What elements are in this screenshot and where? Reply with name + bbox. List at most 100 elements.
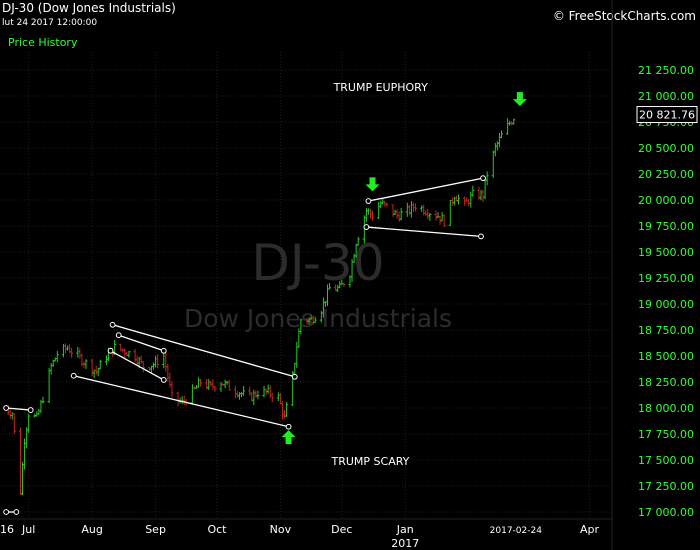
trendlines[interactable] bbox=[3, 175, 486, 515]
ohlc-bar bbox=[10, 412, 14, 420]
last-price-marker: 20 821.76 bbox=[636, 106, 698, 124]
ohlc-bar bbox=[47, 367, 51, 404]
ohlc-bar bbox=[190, 384, 195, 405]
trendline[interactable] bbox=[365, 175, 486, 204]
ohlc-bar bbox=[164, 350, 168, 372]
trendline-handle bbox=[160, 347, 167, 354]
trendline-handle bbox=[363, 224, 370, 230]
ohlc-bar bbox=[395, 209, 399, 219]
ohlc-bar bbox=[153, 355, 158, 368]
ohlc-bar bbox=[397, 211, 401, 222]
ohlc-bar bbox=[295, 341, 299, 368]
y-tick-label: 19 500.00 bbox=[638, 246, 694, 259]
ohlc-bar bbox=[479, 189, 483, 201]
ohlc-bar bbox=[370, 210, 375, 221]
trendline-handle bbox=[107, 347, 114, 354]
x-tick-label: Jan bbox=[396, 523, 414, 536]
ohlc-bar bbox=[162, 351, 166, 369]
ohlc-bar bbox=[342, 282, 346, 287]
y-tick-label: 17 750.00 bbox=[638, 428, 694, 441]
ohlc-bar bbox=[266, 384, 270, 394]
ohlc-bar bbox=[25, 427, 29, 449]
price-history-label[interactable]: Price History bbox=[8, 36, 78, 49]
ohlc-bar bbox=[356, 236, 360, 246]
trendline-handle bbox=[13, 509, 20, 515]
ohlc-bar bbox=[182, 395, 186, 406]
trendline[interactable] bbox=[363, 224, 484, 240]
ohlc-bar bbox=[276, 392, 280, 401]
trendline[interactable] bbox=[115, 332, 167, 354]
ohlc-bar bbox=[90, 358, 94, 377]
y-tick-label: 20 000.00 bbox=[638, 194, 694, 207]
ohlc-bar bbox=[413, 203, 418, 212]
ohlc-bar bbox=[18, 427, 23, 495]
ohlc-bar bbox=[270, 392, 274, 403]
ohlc-bar bbox=[268, 384, 272, 399]
trendline[interactable] bbox=[70, 372, 292, 430]
ohlc-bar bbox=[198, 378, 203, 387]
ohlc-bar bbox=[166, 363, 170, 382]
trendline-segment bbox=[368, 177, 484, 202]
y-tick-label: 17 250.00 bbox=[638, 480, 694, 493]
x-tick-label: Nov bbox=[270, 523, 292, 536]
ohlc-bar bbox=[299, 318, 303, 335]
ohlc-bar bbox=[233, 385, 237, 399]
ohlc-bar bbox=[377, 202, 381, 219]
ohlc-bar bbox=[391, 204, 395, 217]
ohlc-bar bbox=[385, 202, 389, 208]
trendline[interactable] bbox=[109, 321, 298, 380]
chart-datetime: lut 24 2017 12:00:00 bbox=[2, 18, 98, 28]
trendline-handle bbox=[3, 509, 10, 515]
ohlc-bar bbox=[227, 379, 231, 391]
symbol-title: DJ-30 (Dow Jones Industrials) bbox=[2, 1, 176, 15]
ohlc-bar bbox=[284, 402, 289, 417]
ohlc-bar bbox=[98, 359, 102, 370]
x-tick-label: Apr bbox=[580, 523, 600, 536]
annotation-label: TRUMP SCARY bbox=[331, 455, 410, 468]
ohlc-bar bbox=[442, 214, 446, 228]
ohlc-bar bbox=[428, 212, 432, 221]
x-tick-label: Oct bbox=[207, 523, 227, 536]
y-tick-label: 20 250.00 bbox=[638, 168, 694, 181]
ohlc-bar bbox=[483, 179, 487, 200]
ohlc-bar bbox=[241, 385, 246, 396]
ohlc-bar bbox=[426, 209, 430, 220]
ohlc-bar bbox=[405, 202, 409, 217]
trendline[interactable] bbox=[3, 405, 34, 413]
ohlc-bar bbox=[168, 372, 172, 388]
ohlc-bar bbox=[440, 212, 444, 222]
ohlc-bar bbox=[27, 413, 31, 433]
ohlc-bar bbox=[223, 379, 227, 388]
ohlc-bar bbox=[368, 208, 373, 219]
ohlc-bar bbox=[176, 392, 180, 407]
ohlc-bar bbox=[94, 365, 98, 376]
annotations: TRUMP EUPHORY TRUMP SCARY bbox=[331, 81, 429, 468]
trendline-segment bbox=[366, 226, 482, 238]
trendline-handle bbox=[3, 405, 10, 411]
trendline-segment bbox=[73, 375, 289, 428]
x-tick-label: Sep bbox=[145, 523, 166, 536]
ohlc-bar bbox=[499, 130, 504, 139]
ohlc-bar bbox=[506, 118, 510, 135]
ohlc-bar bbox=[434, 210, 438, 221]
trendline-segment bbox=[118, 334, 164, 352]
ohlc-bar bbox=[254, 390, 258, 398]
ohlc-bar bbox=[41, 396, 45, 404]
ohlc-bar bbox=[495, 141, 499, 151]
ohlc-bar bbox=[78, 348, 82, 359]
ohlc-bar bbox=[139, 355, 143, 364]
ohlc-bar bbox=[456, 194, 461, 205]
ohlc-bar bbox=[364, 207, 368, 223]
brand-label[interactable]: © FreeStockCharts.com bbox=[552, 9, 696, 23]
ohlc-bar bbox=[293, 362, 297, 376]
x-tick-label: Jul bbox=[21, 523, 35, 536]
watermark: DJ-30 Dow Jones Industrials bbox=[184, 234, 452, 333]
ohlc-bar bbox=[219, 381, 223, 392]
ohlc-bar bbox=[207, 379, 211, 390]
trendline[interactable] bbox=[3, 509, 20, 515]
trendline[interactable] bbox=[107, 347, 167, 383]
ohlc-bar bbox=[424, 210, 428, 216]
ohlc-bar bbox=[170, 381, 174, 398]
trendline-handle bbox=[27, 407, 34, 413]
